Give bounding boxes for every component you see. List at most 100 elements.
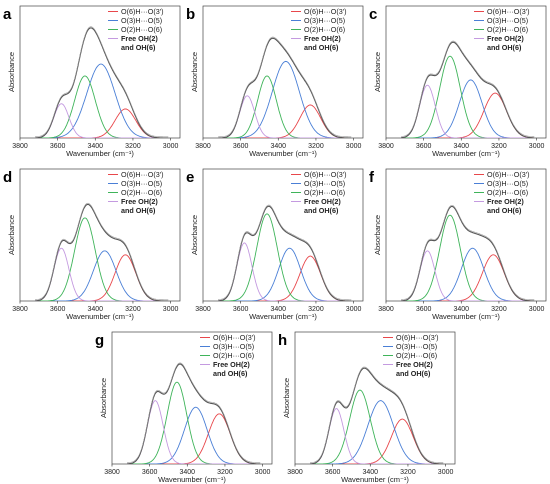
legend-label: Free OH(2) xyxy=(213,360,250,369)
curves xyxy=(35,26,169,138)
x-tick-label: 3000 xyxy=(529,306,545,313)
x-tick-label: 3800 xyxy=(378,143,394,150)
measured-spectrum xyxy=(127,362,261,464)
measured-spectrum xyxy=(35,202,169,301)
x-tick-label: 3800 xyxy=(12,306,28,313)
x-tick-label: 3000 xyxy=(255,469,271,476)
x-axis-label: Wavenumber (cm⁻¹) xyxy=(341,475,409,484)
x-tick-label: 3200 xyxy=(217,469,233,476)
legend-label: O(3)H···O(5) xyxy=(304,179,345,188)
legend-label: and OH(6) xyxy=(213,369,248,378)
x-tick-label: 3600 xyxy=(325,469,341,476)
legend-label: O(6)H···O(3') xyxy=(487,170,530,179)
x-tick-label: 3000 xyxy=(163,306,179,313)
legend-label: O(2)H···O(6) xyxy=(487,25,528,34)
legend-label: O(2)H···O(6) xyxy=(304,25,345,34)
panel-f: 3800 3600 3400 3200 3000 Wavenumber (cm⁻¹) Abs… xyxy=(369,168,547,321)
panel-letter: f xyxy=(369,169,375,186)
x-tick-label: 3200 xyxy=(125,143,141,150)
x-tick-label: 3800 xyxy=(378,306,394,313)
panel-letter: g xyxy=(95,332,104,349)
legend-label: O(6)H···O(3') xyxy=(487,7,530,16)
legend-label: O(3)H···O(5) xyxy=(121,179,162,188)
legend-label: and OH(6) xyxy=(304,43,339,52)
panel-e: 3800 3600 3400 3200 3000 Wavenumber (cm⁻¹) Abs… xyxy=(186,168,364,321)
panel-letter: h xyxy=(278,332,287,349)
legend-label: and OH(6) xyxy=(487,43,522,52)
curves xyxy=(310,366,444,464)
y-axis-label: Absorbance xyxy=(373,215,382,255)
legend-label: O(6)H···O(3') xyxy=(304,7,347,16)
x-tick-label: 3600 xyxy=(416,143,432,150)
curves xyxy=(401,40,535,138)
x-axis-label: Wavenumber (cm⁻¹) xyxy=(249,312,317,321)
component-peak xyxy=(218,75,352,138)
measured-spectrum xyxy=(401,40,535,137)
fitted-envelope xyxy=(35,27,169,138)
panel-letter: e xyxy=(186,169,194,186)
x-tick-label: 3200 xyxy=(491,143,507,150)
panel-d: 3800 3600 3400 3200 3000 Wavenumber (cm⁻¹) Abs… xyxy=(3,168,181,321)
component-peak xyxy=(401,84,535,138)
measured-spectrum xyxy=(35,26,169,138)
fitted-envelope xyxy=(401,41,535,138)
legend-label: Free OH(2) xyxy=(121,34,158,43)
x-tick-label: 3000 xyxy=(163,143,179,150)
x-tick-label: 3800 xyxy=(195,306,211,313)
x-tick-label: 3200 xyxy=(308,143,324,150)
legend-label: O(3)H···O(5) xyxy=(487,179,528,188)
x-tick-label: 3000 xyxy=(438,469,454,476)
fitted-envelope xyxy=(218,37,352,138)
component-peak xyxy=(401,55,535,138)
legend-label: O(3)H···O(5) xyxy=(121,16,162,25)
legend-label: and OH(6) xyxy=(121,43,156,52)
legend-label: O(6)H···O(3') xyxy=(304,170,347,179)
y-axis-label: Absorbance xyxy=(7,215,16,255)
legend-label: O(2)H···O(6) xyxy=(213,351,254,360)
x-tick-label: 3200 xyxy=(491,306,507,313)
component-peak xyxy=(127,381,261,464)
x-tick-label: 3600 xyxy=(233,306,249,313)
measured-spectrum xyxy=(401,204,535,301)
legend-label: O(2)H···O(6) xyxy=(121,25,162,34)
legend-label: Free OH(2) xyxy=(304,197,341,206)
measured-spectrum xyxy=(218,36,352,138)
legend-label: O(3)H···O(5) xyxy=(396,342,437,351)
x-tick-label: 3000 xyxy=(346,143,362,150)
component-peak xyxy=(35,103,169,138)
component-peak xyxy=(401,79,535,138)
legend-label: Free OH(2) xyxy=(487,34,524,43)
component-peak xyxy=(35,250,169,301)
x-tick-label: 3600 xyxy=(233,143,249,150)
legend-label: Free OH(2) xyxy=(396,360,433,369)
x-tick-label: 3600 xyxy=(50,143,66,150)
x-tick-label: 3400 xyxy=(88,306,104,313)
legend-label: O(6)H···O(3') xyxy=(121,7,164,16)
legend-label: O(6)H···O(3') xyxy=(121,170,164,179)
x-tick-label: 3800 xyxy=(12,143,28,150)
fitted-envelope xyxy=(310,367,444,464)
component-peak xyxy=(35,217,169,301)
legend-label: and OH(6) xyxy=(487,206,522,215)
x-axis-label: Wavenumber (cm⁻¹) xyxy=(66,149,134,158)
x-tick-label: 3800 xyxy=(287,469,303,476)
component-peak xyxy=(401,214,535,301)
x-tick-label: 3000 xyxy=(346,306,362,313)
y-axis-label: Absorbance xyxy=(190,215,199,255)
legend-label: O(2)H···O(6) xyxy=(304,188,345,197)
x-tick-label: 3600 xyxy=(142,469,158,476)
x-axis-label: Wavenumber (cm⁻¹) xyxy=(66,312,134,321)
curves xyxy=(127,362,261,464)
x-axis-label: Wavenumber (cm⁻¹) xyxy=(158,475,226,484)
y-axis-label: Absorbance xyxy=(7,52,16,92)
component-peak xyxy=(218,242,352,301)
fitted-envelope xyxy=(127,363,261,464)
legend-label: O(2)H···O(6) xyxy=(487,188,528,197)
x-tick-label: 3400 xyxy=(454,306,470,313)
x-tick-label: 3200 xyxy=(400,469,416,476)
x-tick-label: 3200 xyxy=(308,306,324,313)
panel-b: 3800 3600 3400 3200 3000 Wavenumber (cm⁻¹) Abs… xyxy=(186,5,364,158)
curves xyxy=(218,36,352,138)
legend-label: Free OH(2) xyxy=(304,34,341,43)
